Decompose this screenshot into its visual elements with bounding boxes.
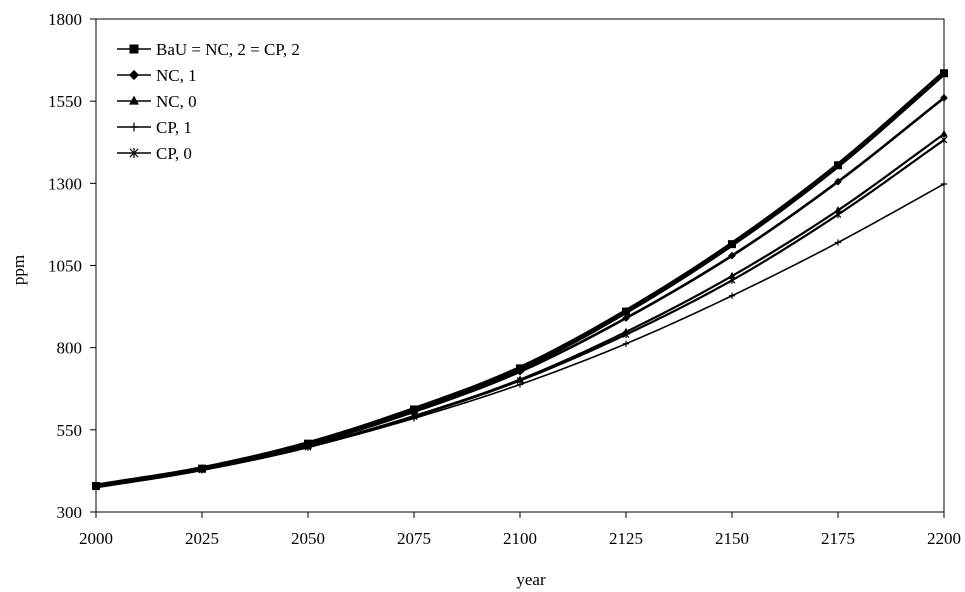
x-axis: 2000 2025 2050 2075 2100 2125 2150 2175 2200 [79, 512, 961, 548]
data-point [728, 240, 736, 249]
legend-marker [129, 148, 139, 158]
x-tick-label: 2100 [503, 529, 537, 548]
series-layer [92, 69, 948, 491]
data-point [728, 292, 736, 299]
series-line [95, 96, 945, 488]
series-1 [92, 69, 948, 491]
data-point [940, 94, 948, 102]
data-point [940, 129, 948, 137]
series-2 [92, 94, 948, 490]
x-tick-label: 2200 [927, 529, 961, 548]
y-tick-label: 800 [57, 339, 83, 358]
y-axis: 300 550 800 1050 1300 1550 1800 [48, 10, 96, 522]
data-point [834, 211, 842, 219]
x-tick-label: 2050 [291, 529, 325, 548]
y-tick-label: 1800 [48, 10, 82, 29]
legend-label: BaU = NC, 2 = CP, 2 [156, 40, 300, 59]
x-tick-label: 2125 [609, 529, 643, 548]
x-tick-label: 2000 [79, 529, 113, 548]
x-tick-label: 2025 [185, 529, 219, 548]
legend-item: BaU = NC, 2 = CP, 2 [117, 40, 300, 59]
y-tick-label: 1550 [48, 92, 82, 111]
data-point [304, 443, 312, 451]
series-line [95, 71, 946, 489]
y-tick-label: 300 [57, 503, 83, 522]
data-point [410, 413, 418, 421]
y-tick-label: 1050 [48, 257, 82, 276]
series-5 [92, 136, 948, 490]
data-point [834, 239, 842, 246]
series-3 [92, 129, 948, 489]
x-axis-label: year [516, 570, 546, 589]
data-point [940, 180, 948, 188]
plot-border [95, 18, 945, 513]
legend-label: NC, 0 [156, 92, 197, 111]
data-point [834, 177, 842, 186]
legend-label: CP, 0 [156, 144, 192, 163]
legend: BaU = NC, 2 = CP, 2 NC, 1 NC, 0 CP, 1 CP, 0 [117, 40, 300, 163]
data-point [940, 69, 948, 78]
legend-marker [128, 69, 140, 81]
data-point [198, 466, 206, 474]
data-point [728, 276, 736, 284]
legend-label: CP, 1 [156, 118, 192, 137]
series-line [95, 133, 945, 488]
y-tick-label: 550 [57, 421, 83, 440]
data-point [728, 251, 736, 260]
data-point [622, 340, 630, 347]
data-point [92, 482, 100, 490]
data-point [516, 377, 524, 385]
x-tick-label: 2150 [715, 529, 749, 548]
legend-item: NC, 0 [117, 92, 197, 111]
y-axis-label: ppm [9, 255, 28, 285]
y-tick-label: 1300 [48, 174, 82, 193]
data-point [834, 161, 842, 170]
legend-marker [129, 44, 139, 54]
x-tick-label: 2075 [397, 529, 431, 548]
legend-item: CP, 0 [117, 144, 192, 163]
legend-marker [129, 95, 139, 105]
data-point [622, 307, 630, 316]
legend-item: NC, 1 [117, 66, 197, 85]
data-point [622, 314, 630, 322]
data-point [516, 367, 524, 376]
series-line [95, 139, 945, 488]
data-point [940, 136, 948, 144]
plot-area [95, 18, 945, 513]
legend-marker [129, 122, 139, 132]
data-point [622, 330, 630, 339]
legend-label: NC, 1 [156, 66, 197, 85]
x-tick-label: 2175 [821, 529, 855, 548]
legend-item: CP, 1 [117, 118, 192, 137]
